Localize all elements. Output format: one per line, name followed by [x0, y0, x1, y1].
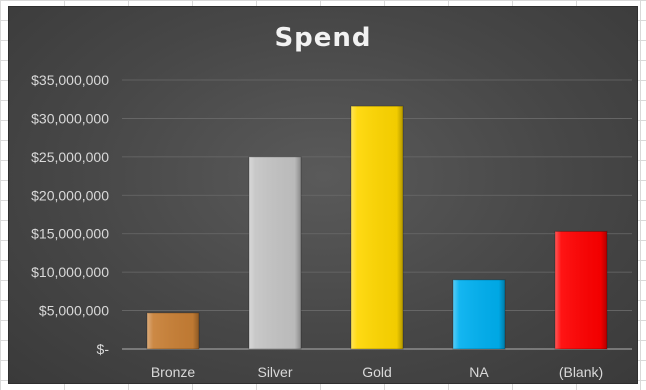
bar-bevel [452, 279, 506, 350]
x-tick-label: Bronze [151, 364, 196, 380]
y-tick-label: $20,000,000 [31, 187, 109, 203]
bar-na[interactable] [452, 279, 506, 350]
bar-bevel [350, 105, 404, 350]
bar-blank[interactable] [554, 230, 608, 350]
y-tick-label: $5,000,000 [39, 303, 109, 319]
x-tick-label: Gold [362, 364, 392, 380]
bar-bevel [146, 312, 200, 350]
y-tick-label: $35,000,000 [31, 72, 109, 88]
y-tick-label: $- [97, 341, 110, 357]
y-tick-label: $30,000,000 [31, 110, 109, 126]
x-tick-label: NA [469, 364, 489, 380]
x-tick-label: (Blank) [559, 364, 603, 380]
x-tick-label: Silver [257, 364, 292, 380]
bar-gold[interactable] [350, 105, 404, 350]
bar-silver[interactable] [248, 156, 302, 350]
bar-bevel [554, 230, 608, 350]
chart-title: Spend [274, 23, 372, 53]
bar-bronze[interactable] [146, 312, 200, 350]
y-tick-label: $15,000,000 [31, 226, 109, 242]
y-tick-label: $10,000,000 [31, 264, 109, 280]
bar-bevel [248, 156, 302, 350]
y-tick-label: $25,000,000 [31, 149, 109, 165]
